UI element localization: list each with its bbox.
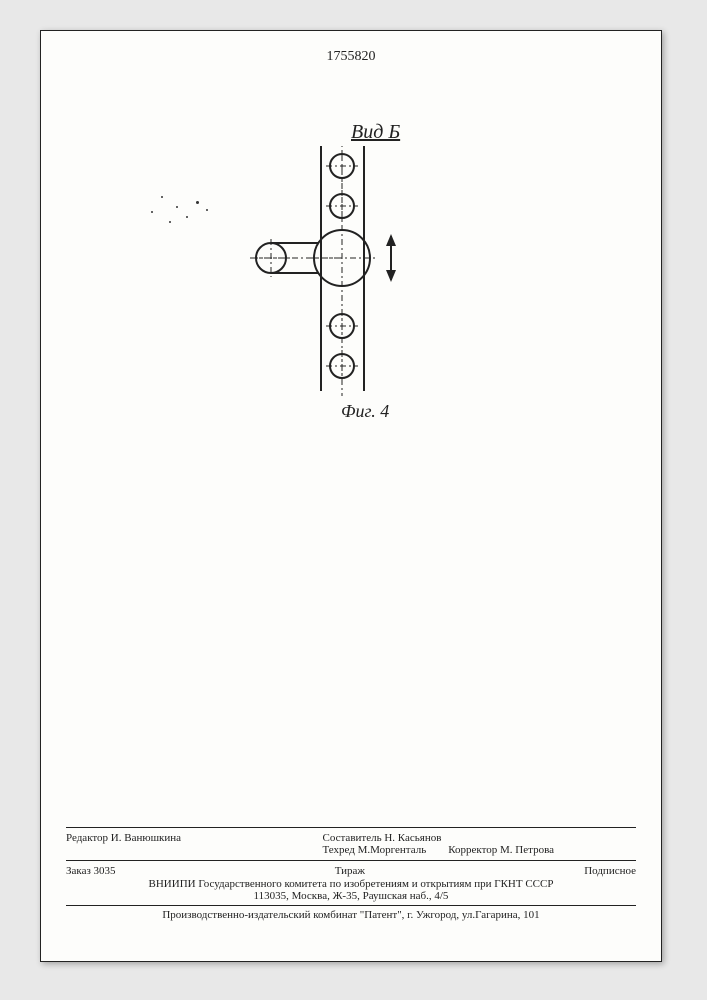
corrector-line: Корректор М. Петрова	[448, 844, 554, 856]
org-line: ВНИИПИ Государственного комитета по изоб…	[66, 878, 636, 890]
tirage-line: Тираж	[335, 865, 365, 877]
view-label: Вид Б	[351, 121, 400, 144]
order-line: Заказ 3035	[66, 865, 116, 877]
page: 1755820 Вид Б Фиг. 4 Редактор И. Ванюшки…	[40, 30, 662, 962]
subscription-line: Подписное	[584, 865, 636, 877]
editor-line: Редактор И. Ванюшкина	[66, 832, 181, 856]
address1: 113035, Москва, Ж-35, Раушская наб., 4/5	[66, 890, 636, 902]
figure-label: Фиг. 4	[341, 401, 389, 422]
compiler-line: Составитель Н. Касьянов	[323, 832, 442, 844]
footer-block: Редактор И. Ванюшкина Составитель Н. Кас…	[66, 824, 636, 921]
address2: Производственно-издательский комбинат "П…	[66, 909, 636, 921]
document-number: 1755820	[327, 49, 376, 65]
figure-diagram	[246, 146, 446, 396]
techred-line: Техред М.Моргенталь	[323, 844, 427, 856]
